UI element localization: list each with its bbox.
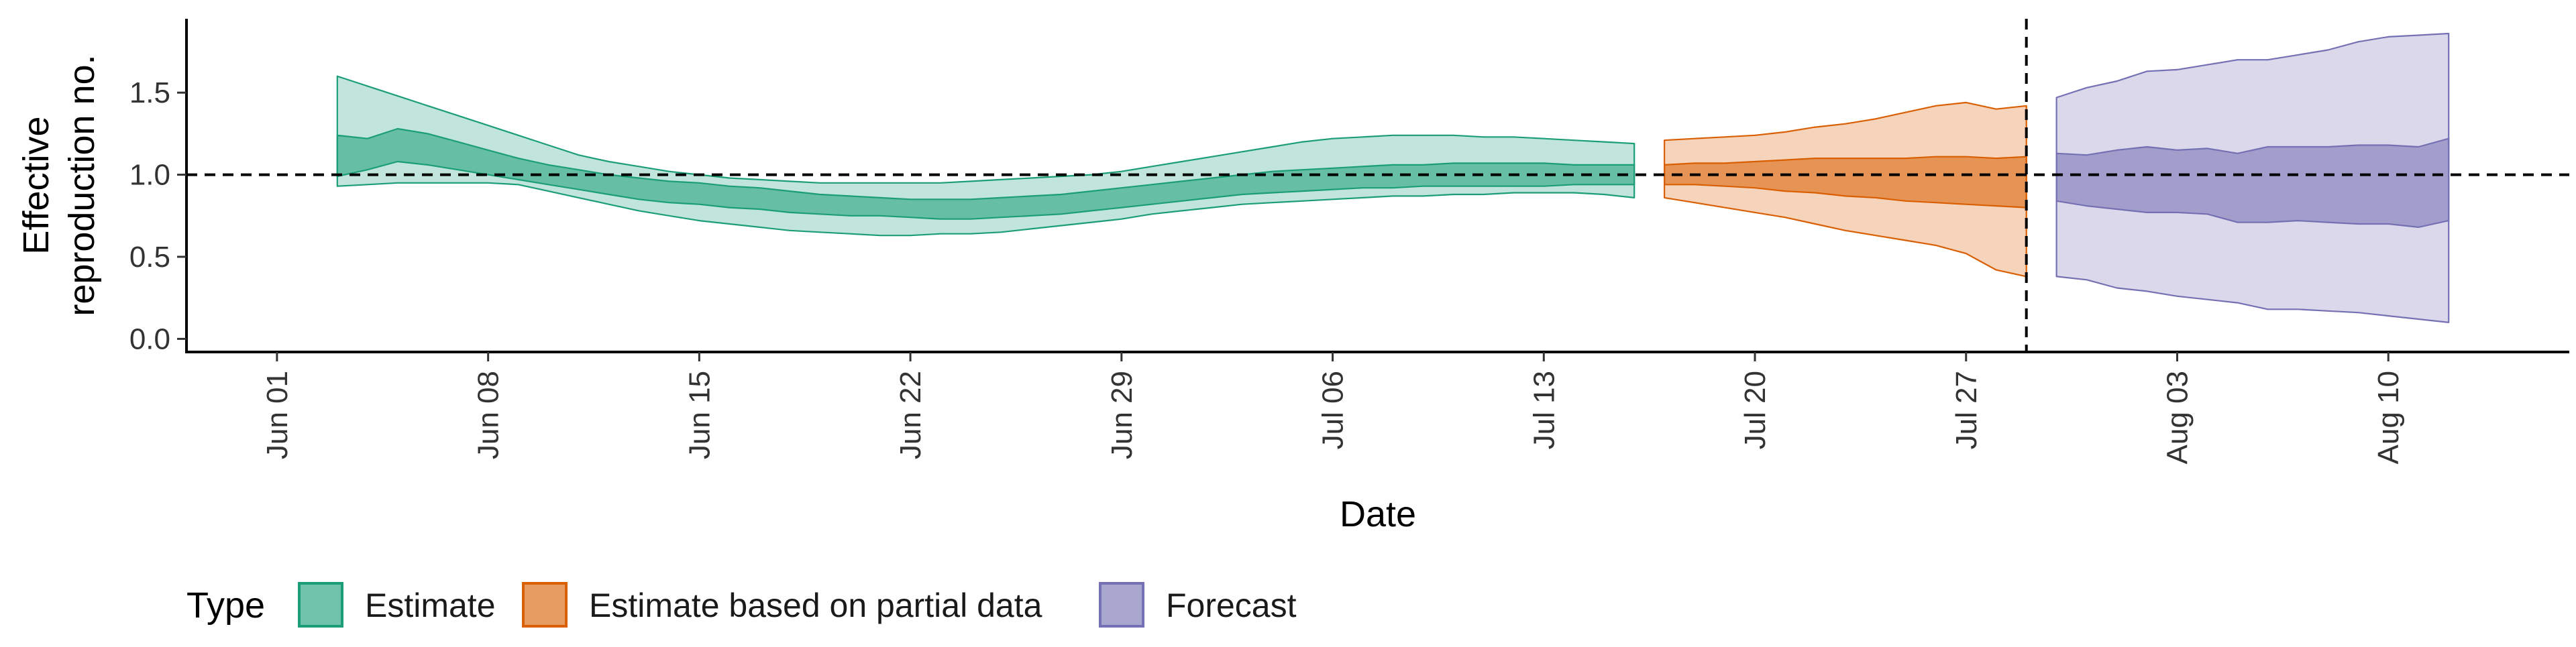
- x-tick-label: Jun 08: [472, 371, 505, 459]
- y-tick-label: 0.5: [129, 241, 170, 274]
- legend-label-estimate: Estimate: [365, 587, 496, 624]
- chart-tick-labels: 0.0 0.5 1.0 1.5 Jun 01 Jun 08 Jun 15 Jun 22 Jun …: [129, 76, 2405, 464]
- x-tick-label: Jul 20: [1739, 371, 1772, 449]
- legend-label-partial: Estimate based on partial data: [589, 587, 1042, 624]
- x-tick-label: Jun 29: [1106, 371, 1138, 459]
- legend-key-estimate: [298, 582, 343, 628]
- band-inner-forecast: [2055, 137, 2450, 228]
- x-tick-label: Jun 01: [261, 371, 294, 459]
- legend-title: Type: [186, 585, 265, 626]
- x-tick-label: Aug 03: [2161, 371, 2194, 464]
- x-tick-label: Jul 06: [1317, 371, 1350, 449]
- x-tick-label: Jun 22: [894, 371, 927, 459]
- y-axis-title-line-2: reproduction no.: [62, 54, 102, 316]
- reference-lines: [186, 19, 2569, 352]
- legend-label-forecast: Forecast: [1166, 587, 1297, 624]
- x-tick-label: Jul 27: [1950, 371, 1983, 449]
- legend-key-forecast: [1099, 582, 1144, 628]
- chart-axes: [177, 19, 2569, 361]
- chart-bands: [336, 32, 2450, 323]
- x-tick-label: Aug 10: [2372, 371, 2405, 464]
- band-inner-estimate: [336, 127, 1635, 220]
- legend: Type Estimate Estimate based on partial …: [186, 582, 1297, 628]
- y-tick-label: 1.5: [129, 76, 170, 109]
- legend-key-partial: [522, 582, 568, 628]
- y-axis-title-line-1: Effective: [16, 116, 56, 254]
- x-tick-label: Jun 15: [683, 371, 716, 459]
- y-tick-label: 1.0: [129, 159, 170, 192]
- x-tick-label: Jul 13: [1527, 371, 1560, 449]
- x-axis-title: Date: [1340, 494, 1416, 534]
- y-tick-label: 0.0: [129, 322, 170, 355]
